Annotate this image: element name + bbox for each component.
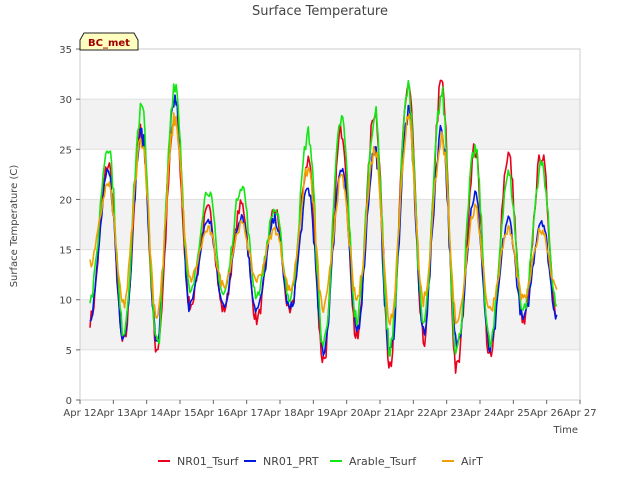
y-tick-label: 0 xyxy=(66,396,72,407)
plot-band xyxy=(80,349,580,400)
badge-label: BC_met xyxy=(88,38,130,49)
y-tick-label: 30 xyxy=(59,95,72,106)
y-tick-label: 10 xyxy=(59,296,72,307)
x-tick-label: Apr 26 xyxy=(530,408,563,419)
x-tick-label: Apr 14 xyxy=(130,408,163,419)
x-tick-label: Apr 18 xyxy=(263,408,296,419)
x-tick-label: Apr 17 xyxy=(230,408,263,419)
x-tick-label: Apr 13 xyxy=(97,408,130,419)
x-tick-label: Apr 24 xyxy=(463,408,496,419)
y-axis-label: Surface Temperature (C) xyxy=(9,165,20,288)
x-tick-label: Apr 20 xyxy=(330,408,363,419)
plot-band xyxy=(80,199,580,250)
y-axis-ticks: 0 5 10 15 20 25 30 35 xyxy=(59,45,80,407)
y-tick-label: 15 xyxy=(59,246,72,257)
series-line-arable-tsurf xyxy=(89,79,558,357)
x-tick-label: Apr 22 xyxy=(397,408,430,419)
x-tick-label: Apr 15 xyxy=(163,408,196,419)
y-tick-label: 25 xyxy=(59,145,72,156)
chart-title: Surface Temperature xyxy=(252,4,388,19)
x-tick-label: Apr 16 xyxy=(197,408,230,419)
series-layer xyxy=(89,79,558,374)
x-tick-label: Apr 19 xyxy=(297,408,330,419)
y-tick-label: 5 xyxy=(66,346,72,357)
plot-frame xyxy=(79,48,581,401)
legend-label-airt: AirT xyxy=(461,455,483,468)
series-line-airt xyxy=(89,112,558,326)
y-tick-label: 35 xyxy=(59,45,72,56)
legend-label-nr01-tsurf: NR01_Tsurf xyxy=(177,455,239,468)
bc-met-badge: BC_met xyxy=(79,32,139,51)
x-tick-label: Apr 21 xyxy=(363,408,396,419)
plot-band xyxy=(80,49,580,100)
y-tick-label: 20 xyxy=(59,195,72,206)
legend: NR01_Tsurf NR01_PRT Arable_Tsurf AirT xyxy=(158,455,483,468)
badge-box xyxy=(79,32,139,51)
x-tick-label: Apr 23 xyxy=(430,408,463,419)
plot-band xyxy=(80,99,580,150)
x-tick-label: Apr 12 xyxy=(63,408,96,419)
plot-band xyxy=(80,149,580,200)
legend-label-nr01-prt: NR01_PRT xyxy=(263,455,319,468)
x-tick-label: Apr 25 xyxy=(497,408,530,419)
x-axis-label: Time xyxy=(553,425,578,436)
x-tick-label: Apr 27 xyxy=(563,408,596,419)
legend-label-arable-tsurf: Arable_Tsurf xyxy=(349,455,417,468)
x-axis-ticks: Apr 12 Apr 13 Apr 14 Apr 15 Apr 16 Apr 17 Apr … xyxy=(63,400,597,419)
